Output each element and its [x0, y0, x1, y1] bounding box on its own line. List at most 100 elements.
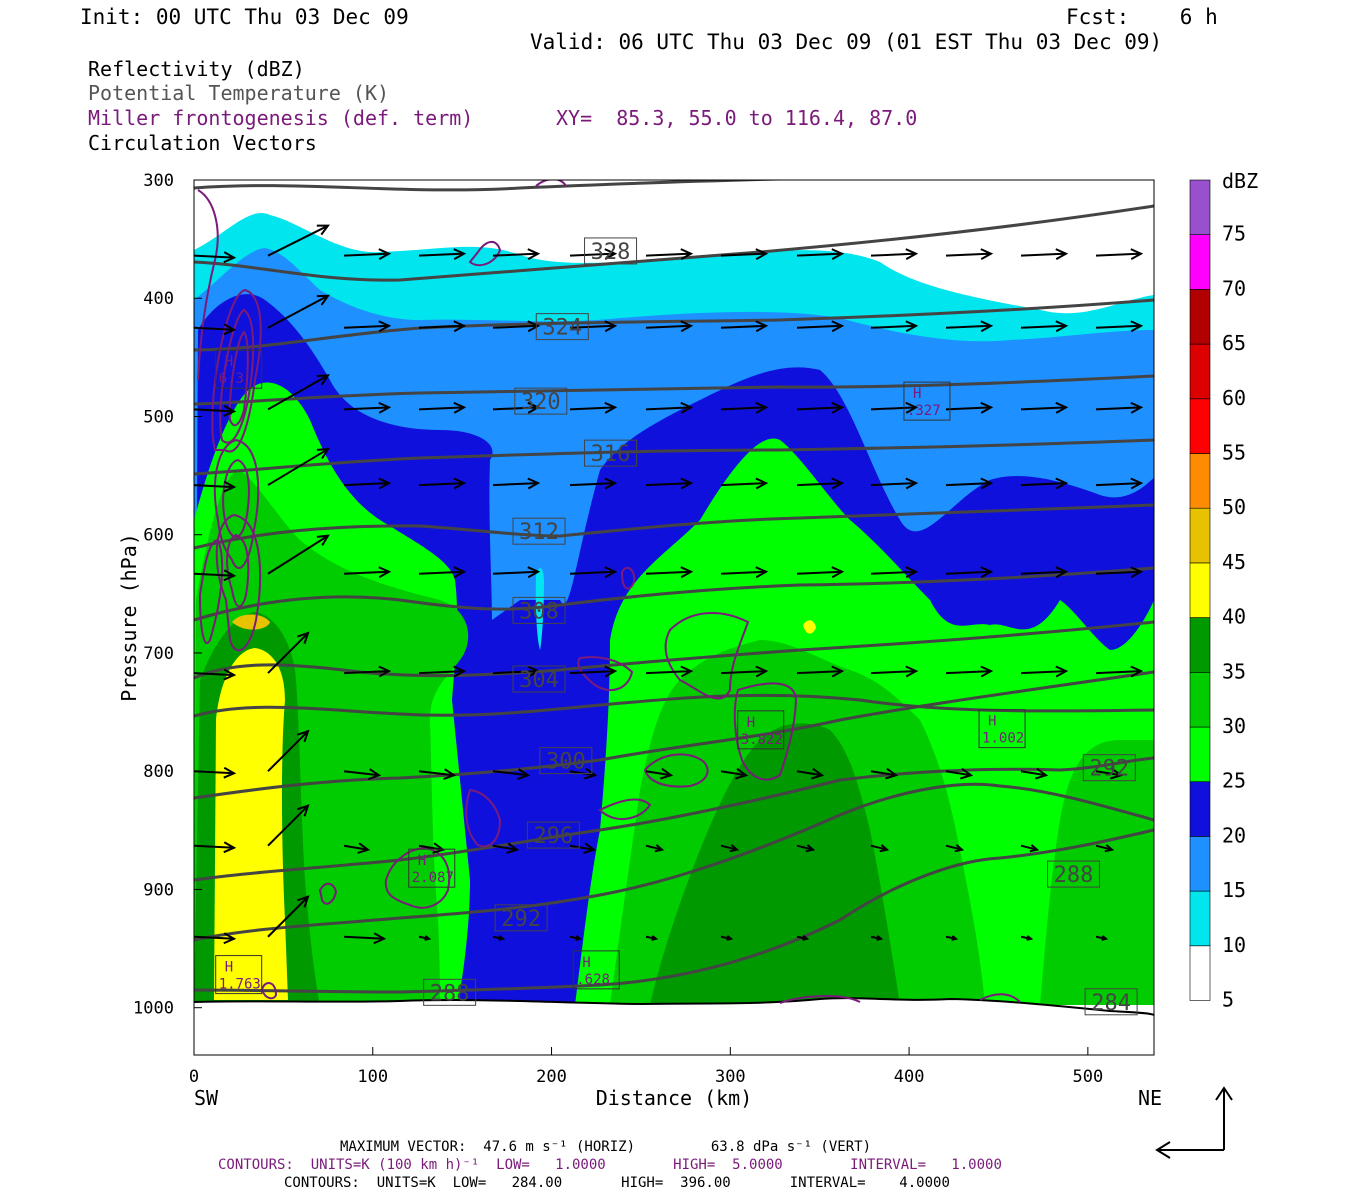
circulation-vector: [267, 224, 330, 257]
theta-contour: [194, 298, 1154, 352]
circulation-vector: [645, 844, 665, 853]
circulation-vector: [945, 320, 994, 333]
circulation-vector: [645, 320, 694, 333]
circulation-vector: [569, 665, 618, 678]
theta-label-box: [584, 237, 638, 265]
fronto-contour-note: CONTOURS: UNITS=K (100 km h)⁻¹ LOW= 1.00…: [218, 1157, 1002, 1173]
circulation-vector: [1020, 844, 1040, 853]
colorbar-level: 50: [1222, 495, 1246, 519]
y-tick-label: 300: [143, 171, 174, 191]
theta-contour: [194, 566, 1154, 622]
frontogenesis-contour: [228, 330, 249, 427]
circulation-vector: [418, 768, 457, 780]
circulation-vector: [870, 844, 890, 853]
colorbar-swatch: [1189, 781, 1211, 837]
circulation-vector: [1020, 320, 1069, 333]
fronto-max-box: [215, 349, 263, 389]
circulation-vector: [945, 935, 959, 941]
frontogenesis-contour: [577, 656, 634, 692]
colorbar-swatch: [1189, 617, 1211, 673]
circulation-vector: [796, 767, 825, 780]
circulation-vector: [1020, 477, 1069, 490]
circulation-vector: [796, 935, 810, 941]
circulation-vector: [1095, 665, 1144, 678]
circulation-vector: [645, 477, 694, 490]
x-left-direction: SW: [194, 1086, 219, 1110]
circulation-vector: [720, 401, 769, 414]
theta-label: 312: [519, 520, 559, 545]
frontogenesis-contour: [620, 566, 636, 590]
circulation-vector: [645, 665, 694, 678]
frontogenesis-contour: [260, 982, 278, 1000]
refl-5dbz-hole: [535, 568, 544, 650]
circulation-vector: [870, 767, 899, 780]
frontogenesis-contour: [213, 438, 260, 569]
circulation-vector: [1020, 935, 1034, 941]
theta-label: 316: [591, 442, 631, 467]
below-ground: [194, 998, 1154, 1055]
circulation-vector: [418, 935, 432, 941]
theta-label: 304: [519, 668, 559, 693]
circulation-vector: [343, 768, 382, 780]
fronto-max-value: .628: [576, 972, 610, 988]
theta-contour: [194, 828, 1154, 994]
circulation-vector: [1095, 248, 1144, 260]
circulation-vector: [796, 248, 845, 260]
circulation-vector: [945, 401, 994, 414]
circulation-vector: [796, 320, 845, 333]
x-tick-label: 500: [1072, 1067, 1103, 1087]
circulation-vector: [194, 251, 237, 264]
theta-contour: [194, 670, 1154, 800]
circulation-vector: [194, 405, 237, 417]
circulation-vector: [267, 729, 310, 772]
circulation-vector: [720, 767, 749, 780]
circulation-vector: [720, 248, 769, 260]
colorbar-level: 65: [1222, 331, 1246, 355]
circulation-vector: [418, 665, 467, 678]
theta-label: 300: [546, 750, 586, 775]
frontogenesis-contour: [211, 288, 262, 453]
forecast-hour: Fcst: 6 h: [1066, 5, 1218, 29]
reference-vector-arrows: [1155, 1086, 1233, 1159]
theta-contour: [194, 503, 1154, 550]
fronto-max-letter: H: [747, 715, 755, 731]
frontogenesis-contour: [318, 882, 338, 905]
y-tick-label: 800: [143, 762, 174, 782]
circulation-vector: [194, 668, 237, 681]
x-axis-title: Distance (km): [596, 1086, 753, 1110]
frontogenesis-contour: [598, 798, 652, 821]
fronto-max-letter: H: [225, 960, 233, 976]
theta-contours: [194, 180, 1154, 994]
theta-contour: [194, 782, 1154, 942]
colorbar: dBZ 75 70 65 60 55 50 45 40 35 30 25 20 15 10 5: [1189, 169, 1258, 1012]
circulation-vector: [492, 477, 541, 490]
theta-label-box: [494, 904, 548, 932]
circulation-vector: [1020, 665, 1069, 678]
x-tick-label: 300: [715, 1067, 746, 1087]
theta-contour: [194, 180, 796, 192]
y-tick-label: 400: [143, 289, 174, 309]
circulation-vector: [492, 768, 531, 780]
circulation-vector: [492, 401, 541, 414]
circulation-vector: [870, 248, 919, 260]
fronto-max-letter: H: [582, 955, 590, 971]
axes: 0 100 200 300 400 500 300 400 500 600 700 800 900 100…: [117, 171, 1162, 1110]
legend-reflectivity: Reflectivity (dBZ): [88, 57, 305, 81]
circulation-vector: [870, 566, 919, 579]
circulation-vector: [492, 935, 506, 941]
frontogenesis-contour: [664, 612, 750, 700]
valid-time: Valid: 06 UTC Thu 03 Dec 09 (01 EST Thu …: [530, 30, 1163, 54]
circulation-vector: [1095, 767, 1124, 780]
frontogenesis-contour: [215, 513, 262, 652]
circulation-vector: [1095, 935, 1109, 941]
frontogenesis-contour: [384, 846, 451, 909]
colorbar-swatch: [1189, 671, 1211, 728]
circulation-vector: [492, 566, 541, 579]
circulation-vector: [796, 477, 845, 490]
circulation-vector: [194, 480, 237, 493]
theta-label-box: [514, 387, 568, 415]
circulation-vector: [945, 767, 974, 780]
theta-label-box: [584, 439, 638, 467]
circulation-vector: [870, 935, 884, 941]
init-time: Init: 00 UTC Thu 03 Dec 09: [80, 5, 409, 29]
